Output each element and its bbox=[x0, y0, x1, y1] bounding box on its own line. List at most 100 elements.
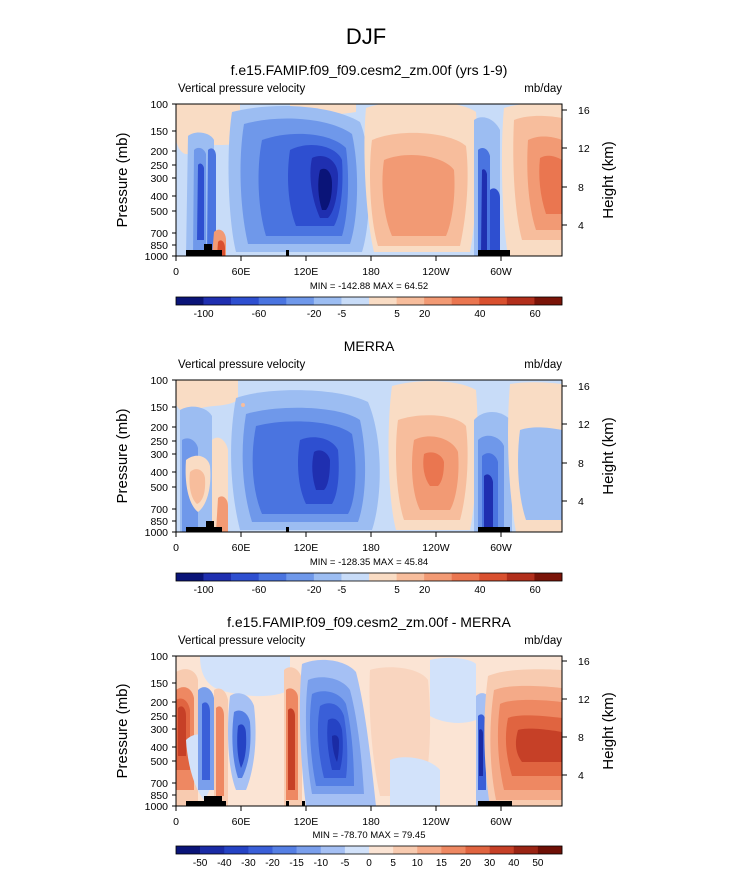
y2-tick-label: 8 bbox=[578, 732, 584, 744]
y-tick-label: 500 bbox=[150, 482, 168, 494]
colorbar-label: 40 bbox=[474, 585, 486, 596]
heatmap-field bbox=[176, 104, 562, 256]
colorbar-label: 50 bbox=[532, 858, 544, 869]
colorbar-swatch bbox=[320, 846, 346, 854]
colorbar-swatch bbox=[534, 297, 563, 305]
colorbar-label: 0 bbox=[366, 858, 372, 869]
y-tick-label: 150 bbox=[150, 402, 168, 414]
y-tick-label: 400 bbox=[150, 742, 168, 754]
colorbar-label: -5 bbox=[340, 858, 349, 869]
y-tick-label: 1000 bbox=[145, 527, 169, 539]
colorbar-label: -10 bbox=[314, 858, 329, 869]
colorbar bbox=[175, 296, 563, 306]
panel-observations: MERRA Vertical pressure velocity mb/day bbox=[114, 338, 617, 596]
x-tick-label: 180 bbox=[362, 542, 380, 554]
colorbar-label: -100 bbox=[194, 585, 214, 596]
colorbar-swatch bbox=[272, 846, 297, 854]
colorbar-label: -60 bbox=[252, 585, 267, 596]
colorbar-swatch bbox=[369, 573, 397, 581]
y-tick-label: 100 bbox=[150, 99, 168, 111]
y2-tick-label: 4 bbox=[578, 770, 584, 782]
y2-axis-height: 16 12 8 4 bbox=[562, 656, 590, 782]
y-tick-label: 100 bbox=[150, 375, 168, 387]
y2-tick-label: 4 bbox=[578, 496, 584, 508]
y2-tick-label: 16 bbox=[578, 656, 590, 668]
y-tick-label: 700 bbox=[150, 778, 168, 790]
panel-title: MERRA bbox=[344, 338, 395, 354]
plot-frame bbox=[175, 103, 563, 257]
y-tick-label: 300 bbox=[150, 449, 168, 461]
colorbar-swatch bbox=[424, 297, 453, 305]
y-tick-label: 300 bbox=[150, 724, 168, 736]
y2-axis-title: Height (km) bbox=[600, 692, 617, 770]
season-title: DJF bbox=[346, 24, 386, 49]
colorbar-label: 30 bbox=[484, 858, 496, 869]
colorbar-label: -5 bbox=[337, 309, 346, 320]
y-axis-title: Pressure (mb) bbox=[114, 132, 131, 227]
field-label: Vertical pressure velocity bbox=[178, 635, 305, 647]
colorbar-label: 5 bbox=[394, 309, 400, 320]
plot-frame bbox=[175, 655, 563, 807]
x-tick-label: 180 bbox=[362, 266, 380, 278]
x-tick-label: 60W bbox=[490, 266, 512, 278]
min-max-stats: MIN = -78.70 MAX = 79.45 bbox=[312, 830, 425, 841]
colorbar-label: -20 bbox=[307, 585, 322, 596]
x-tick-label: 120E bbox=[294, 266, 319, 278]
y-tick-label: 200 bbox=[150, 697, 168, 709]
x-tick-label: 60W bbox=[490, 816, 512, 828]
colorbar-label: 5 bbox=[390, 858, 396, 869]
colorbar-swatch bbox=[231, 573, 260, 581]
x-tick-label: 60E bbox=[232, 816, 251, 828]
colorbar-label: 60 bbox=[530, 309, 542, 320]
panel-title: f.e15.FAMIP.f09_f09.cesm2_zm.00f (yrs 1-… bbox=[231, 62, 508, 78]
x-tick-label: 0 bbox=[173, 266, 179, 278]
y2-axis-height: 16 12 8 4 bbox=[562, 381, 590, 508]
colorbar-swatch bbox=[451, 297, 480, 305]
colorbar-swatch bbox=[506, 573, 535, 581]
y-tick-label: 1000 bbox=[145, 251, 169, 263]
colorbar-swatch bbox=[393, 846, 418, 854]
colorbar-swatch bbox=[176, 297, 204, 305]
x-axis: 0 60E 120E 180 120W 60W bbox=[173, 532, 512, 554]
colorbar-swatch bbox=[286, 573, 315, 581]
units-label: mb/day bbox=[524, 83, 562, 95]
panel-difference: f.e15.FAMIP.f09_f09.cesm2_zm.00f - MERRA… bbox=[114, 614, 617, 869]
min-max-stats: MIN = -142.88 MAX = 64.52 bbox=[310, 281, 428, 292]
y-tick-label: 700 bbox=[150, 228, 168, 240]
y-tick-label: 150 bbox=[150, 126, 168, 138]
y2-axis-height: 16 12 8 4 bbox=[562, 105, 590, 232]
colorbar-labels: -50 -40 -30 -20 -15 -10 -5 0 5 10 15 20 … bbox=[193, 858, 544, 869]
colorbar-swatch bbox=[465, 846, 490, 854]
colorbar-swatch bbox=[341, 573, 370, 581]
colorbar-label: 20 bbox=[419, 585, 431, 596]
y2-tick-label: 12 bbox=[578, 419, 590, 431]
colorbar-label: 40 bbox=[508, 858, 520, 869]
colorbar-swatch bbox=[203, 573, 232, 581]
y-tick-label: 200 bbox=[150, 146, 168, 158]
colorbar-label: -5 bbox=[337, 585, 346, 596]
y-tick-label: 400 bbox=[150, 467, 168, 479]
field-label: Vertical pressure velocity bbox=[178, 83, 305, 95]
x-tick-label: 0 bbox=[173, 816, 179, 828]
y-tick-label: 700 bbox=[150, 504, 168, 516]
heatmap-field bbox=[176, 380, 562, 532]
y2-tick-label: 12 bbox=[578, 143, 590, 155]
units-label: mb/day bbox=[524, 359, 562, 371]
colorbar-swatch bbox=[479, 297, 508, 305]
colorbar bbox=[175, 845, 563, 855]
colorbar-swatch bbox=[200, 846, 225, 854]
colorbar-swatch bbox=[258, 297, 287, 305]
y2-tick-label: 16 bbox=[578, 381, 590, 393]
x-tick-label: 120W bbox=[422, 542, 450, 554]
colorbar-labels: -100 -60 -20 -5 5 20 40 60 bbox=[194, 309, 542, 320]
colorbar-swatch bbox=[534, 573, 563, 581]
colorbar-label: 10 bbox=[412, 858, 424, 869]
colorbar-swatch bbox=[424, 573, 453, 581]
colorbar-label: 20 bbox=[460, 858, 472, 869]
colorbar bbox=[175, 572, 563, 582]
y-tick-label: 850 bbox=[150, 240, 168, 252]
panel-model: f.e15.FAMIP.f09_f09.cesm2_zm.00f (yrs 1-… bbox=[114, 62, 617, 320]
y-tick-label: 500 bbox=[150, 756, 168, 768]
colorbar-frame bbox=[175, 572, 563, 582]
